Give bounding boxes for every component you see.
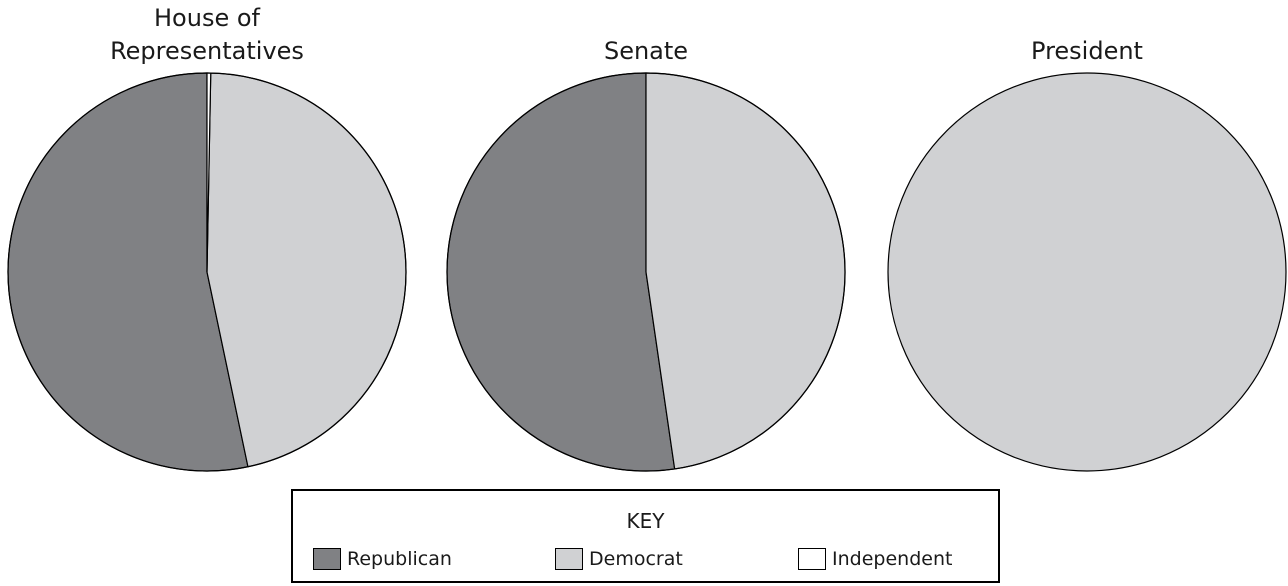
pie-chart-president: President <box>887 37 1287 472</box>
legend: KEY Republican Democrat Independent <box>291 489 1000 583</box>
pie-outline <box>7 72 407 472</box>
pie-charts: House of Representatives Senate President <box>7 4 1287 472</box>
pie-chart-senate: Senate <box>446 37 846 472</box>
legend-item-republican: Republican <box>313 547 452 571</box>
legend-swatch-independent <box>798 548 826 570</box>
pie-slice-democrat <box>887 72 1287 472</box>
legend-title: KEY <box>626 509 665 533</box>
pie-slice-republican <box>446 72 676 472</box>
pie-outline <box>446 72 846 472</box>
pie-slice-democrat <box>206 72 407 468</box>
legend-label-republican: Republican <box>347 548 452 570</box>
pie-slice-democrat <box>645 72 846 470</box>
pie-title: House of Representatives <box>110 4 304 65</box>
legend-label-independent: Independent <box>832 548 953 570</box>
legend-item-democrat: Democrat <box>555 547 683 571</box>
pie-title: President <box>1031 37 1143 65</box>
legend-item-independent: Independent <box>798 547 952 571</box>
pie-chart-house-of-representatives: House of Representatives <box>7 4 407 472</box>
legend-swatch-republican <box>313 548 341 570</box>
pie-title: Senate <box>604 37 688 65</box>
legend-label-democrat: Democrat <box>589 548 683 570</box>
legend-swatch-democrat <box>555 548 583 570</box>
